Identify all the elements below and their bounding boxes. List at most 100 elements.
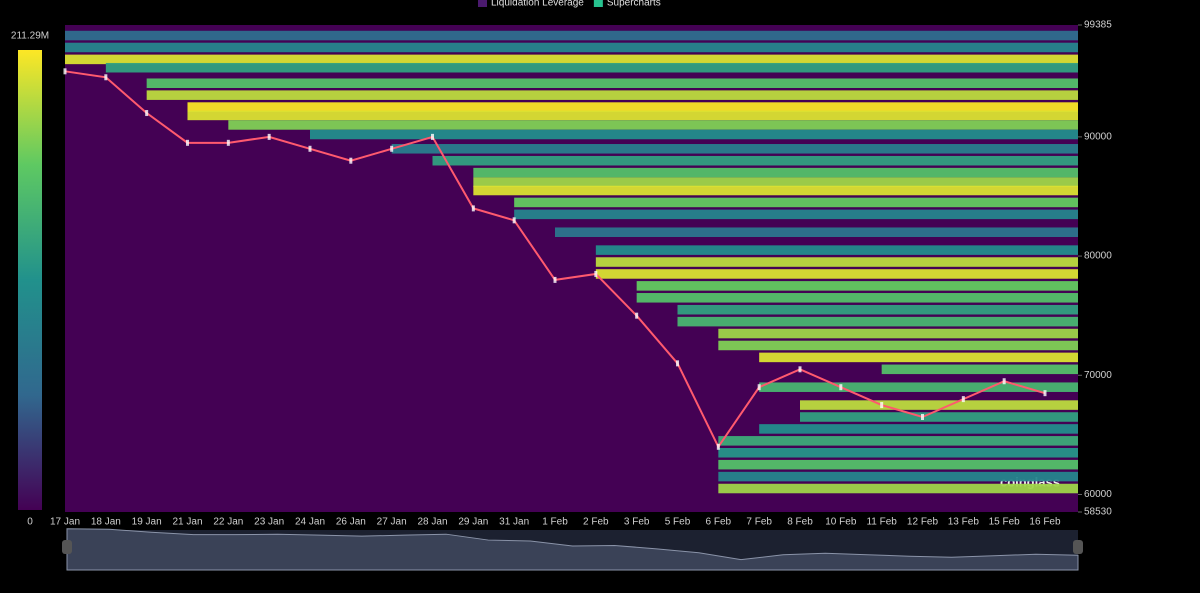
candle: [431, 133, 434, 140]
legend-swatch[interactable]: [478, 0, 487, 7]
candle: [635, 312, 639, 319]
x-tick-label: 2 Feb: [583, 517, 609, 528]
navigator-handle[interactable]: [1073, 540, 1083, 554]
heat-band: [432, 155, 1078, 166]
x-tick-label: 18 Jan: [91, 517, 121, 528]
candle: [798, 366, 802, 373]
legend-label[interactable]: Supercharts: [607, 0, 661, 9]
x-tick-label: 12 Feb: [907, 517, 939, 528]
legend-swatch[interactable]: [593, 0, 603, 7]
heat-band: [718, 447, 1078, 458]
candle: [104, 74, 108, 81]
y-tick-label: 80000: [1084, 251, 1112, 262]
candle: [961, 396, 965, 403]
heat-band: [595, 257, 1078, 267]
candle: [390, 145, 394, 152]
candle: [553, 276, 557, 283]
colorbar: [18, 50, 42, 510]
candle: [471, 205, 475, 212]
heat-band: [473, 185, 1078, 196]
heat-band: [65, 30, 1078, 41]
x-tick-label: 29 Jan: [458, 517, 488, 528]
heat-band: [473, 167, 1078, 178]
heat-band: [718, 471, 1078, 482]
candle: [757, 384, 761, 391]
candle: [921, 413, 924, 420]
x-tick-label: 13 Feb: [948, 517, 980, 528]
candle: [267, 133, 271, 140]
candle: [880, 402, 884, 409]
x-tick-label: 31 Jan: [499, 517, 529, 528]
heat-band: [514, 209, 1078, 220]
x-tick-label: 17 Jan: [50, 517, 80, 528]
candle: [63, 68, 67, 75]
heat-band: [881, 364, 1078, 375]
heat-band: [677, 316, 1078, 327]
x-tick-label: 26 Jan: [336, 517, 366, 528]
candle: [512, 217, 516, 224]
heat-band: [555, 227, 1078, 238]
heat-band: [310, 129, 1078, 140]
heat-band: [636, 293, 1078, 303]
heat-band: [636, 281, 1078, 291]
x-tick-label: 8 Feb: [787, 517, 813, 528]
x-tick-label: 11 Feb: [866, 517, 897, 528]
heat-band: [146, 90, 1078, 100]
y-tick-label: 58530: [1084, 507, 1112, 518]
heat-band: [718, 340, 1078, 351]
legend-label[interactable]: Liquidation Leverage: [491, 0, 584, 9]
heat-band: [187, 102, 1078, 112]
heat-band: [677, 304, 1078, 315]
heat-band: [800, 400, 1078, 410]
candle: [716, 443, 720, 450]
candle: [145, 110, 149, 117]
heat-band: [228, 120, 1079, 130]
x-tick-label: 21 Jan: [172, 517, 202, 528]
y-tick-label: 99385: [1084, 20, 1112, 31]
candle: [308, 145, 312, 152]
x-tick-label: 10 Feb: [825, 517, 857, 528]
x-tick-label: 15 Feb: [989, 517, 1021, 528]
heat-band: [391, 144, 1079, 154]
colorbar-max-label: 211.29M: [11, 31, 49, 42]
candle: [349, 157, 353, 164]
x-tick-label: 1 Feb: [542, 517, 568, 528]
candle: [1043, 390, 1047, 397]
heat-band: [65, 42, 1078, 53]
heat-band: [718, 328, 1078, 339]
heat-band: [718, 483, 1078, 494]
heat-band: [759, 424, 1078, 434]
heat-band: [595, 269, 1078, 279]
heat-band: [514, 197, 1078, 208]
heat-band: [718, 436, 1078, 446]
x-tick-label: 19 Jan: [132, 517, 162, 528]
heat-band: [759, 382, 1078, 392]
x-tick-label: 7 Feb: [746, 517, 772, 528]
candle: [594, 270, 598, 277]
heat-band: [105, 62, 1079, 73]
x-tick-label: 3 Feb: [624, 517, 650, 528]
candle: [1002, 378, 1006, 385]
x-tick-label: 24 Jan: [295, 517, 325, 528]
heat-band: [473, 177, 1078, 187]
x-tick-label: 23 Jan: [254, 517, 284, 528]
navigator-handle[interactable]: [62, 540, 72, 554]
candle: [186, 139, 189, 146]
heat-band: [146, 78, 1078, 88]
candle: [226, 139, 230, 146]
y-tick-label: 60000: [1084, 489, 1112, 500]
y-tick-label: 70000: [1084, 370, 1112, 381]
x-tick-label: 16 Feb: [1029, 517, 1061, 528]
colorbar-min-label: 0: [27, 517, 33, 528]
heat-band: [718, 459, 1078, 470]
heat-band: [759, 352, 1078, 363]
x-tick-label: 22 Jan: [213, 517, 243, 528]
x-tick-label: 5 Feb: [665, 517, 691, 528]
x-tick-label: 28 Jan: [417, 517, 447, 528]
y-tick-label: 90000: [1084, 132, 1112, 143]
x-tick-label: 27 Jan: [377, 517, 407, 528]
navigator-area: [66, 528, 1079, 571]
heat-band: [800, 412, 1078, 422]
